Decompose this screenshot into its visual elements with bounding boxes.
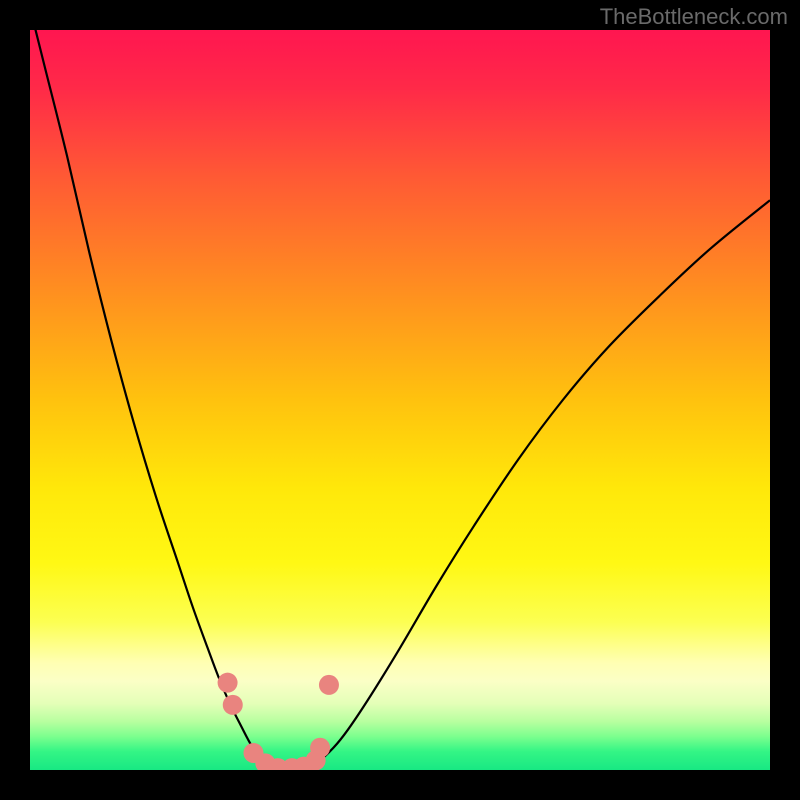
data-marker (319, 675, 339, 695)
watermark-text: TheBottleneck.com (600, 4, 788, 30)
curve-right-branch (282, 200, 770, 769)
plot-curves (30, 30, 770, 770)
data-marker (310, 738, 330, 758)
data-marker (218, 673, 238, 693)
data-marker (223, 695, 243, 715)
marker-group (218, 673, 339, 770)
curve-left-branch (30, 30, 282, 770)
plot-area (30, 30, 770, 770)
